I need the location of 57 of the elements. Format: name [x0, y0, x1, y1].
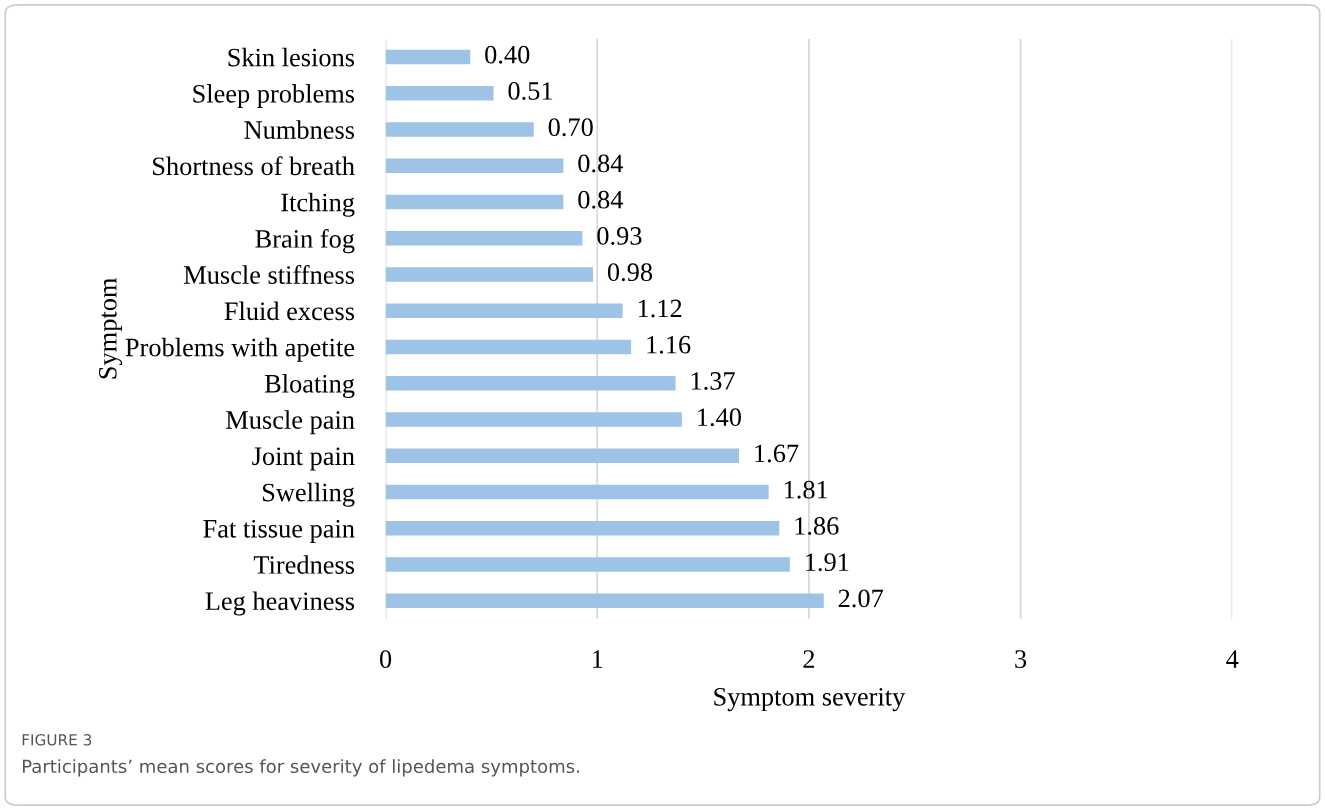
caption: FIGURE 3 [22, 734, 92, 746]
data-label: 1.37 [691, 372, 735, 390]
bar [385, 448, 740, 463]
bar [385, 339, 632, 355]
y-tick-label: Itching [281, 192, 355, 217]
y-tick-label: Shortness of breath [153, 156, 355, 176]
y-tick-label: Swelling [262, 482, 355, 507]
y-tick-label: Problems with apetite [125, 337, 355, 362]
data-label: 2.07 [838, 589, 884, 608]
bar [385, 375, 676, 391]
y-tick-label: Fluid excess [224, 301, 355, 321]
bar [385, 557, 790, 572]
x-tick-label: 4 [1226, 650, 1239, 668]
bar [385, 122, 534, 137]
bar [385, 86, 494, 101]
bar [385, 158, 564, 173]
x-tick-label: 3 [1015, 650, 1027, 668]
y-axis-title: Symptom [98, 277, 123, 379]
data-label: 1.40 [698, 408, 741, 427]
data-label: 1.81 [784, 480, 828, 499]
bar [385, 230, 583, 246]
data-label: 0.93 [597, 227, 642, 245]
x-tick-label: 0 [379, 650, 392, 668]
data-label: 1.12 [638, 299, 682, 318]
bar [385, 520, 780, 536]
bar [385, 593, 824, 608]
y-tick-label: Joint pain [252, 447, 355, 471]
bar [385, 49, 471, 65]
bar [385, 267, 594, 282]
text: Participants’ mean scores for severity of lipedema symptoms. [22, 759, 579, 777]
y-tick-label: Skin lesions [228, 47, 355, 67]
y-tick-label: Leg heaviness [205, 591, 355, 616]
x-tick-label: 2 [803, 650, 815, 668]
data-label: 1.16 [647, 335, 691, 354]
data-label: 0.70 [548, 118, 593, 137]
y-tick-label: Sleep problems [193, 84, 355, 109]
data-label: 0.51 [508, 82, 553, 100]
y-tick-label: Tiredness [253, 555, 355, 574]
bar [385, 484, 769, 500]
y-tick-label: Brain fog [255, 228, 355, 254]
bar [385, 303, 623, 318]
data-label: 1.91 [806, 553, 849, 572]
y-tick-label: Bloating [264, 374, 355, 399]
data-label: 0.84 [578, 154, 624, 173]
data-label: 0.84 [578, 190, 624, 209]
y-tick-label: Muscle stiffness [183, 265, 355, 284]
data-label: 0.40 [485, 45, 530, 64]
y-tick-label: Fat tissue pain [203, 519, 355, 543]
bar [385, 412, 682, 427]
data-label: 0.98 [607, 263, 653, 282]
y-tick-label: Numbness [244, 120, 355, 139]
bar [385, 194, 564, 210]
y-tick-label: Muscle pain [226, 410, 355, 435]
x-axis-title: Symptom severity [714, 687, 906, 712]
x-tick-label: 1 [592, 650, 603, 668]
data-label: 1.67 [755, 444, 799, 463]
data-label: 1.86 [795, 517, 839, 535]
